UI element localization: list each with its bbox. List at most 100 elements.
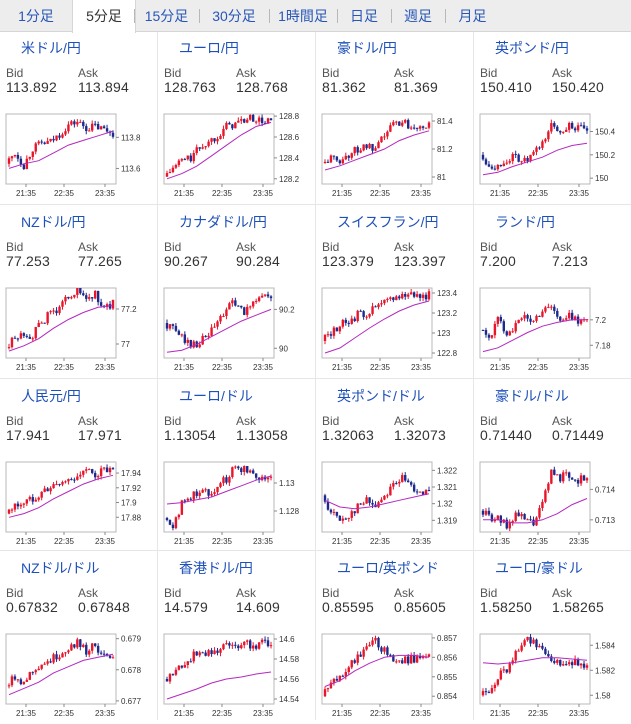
candle-body: [234, 644, 237, 646]
y-tick-label: 90.2: [279, 305, 295, 314]
x-tick-label: 23:35: [95, 709, 116, 718]
pair-link[interactable]: スイスフラン/円: [322, 212, 439, 300]
price-chart[interactable]: 14.6 14.58 14.56 14.54 21:35 22:35 23:35: [158, 624, 314, 724]
price-chart[interactable]: 81.4 81.2 81 21:35 22:35 23:35: [316, 104, 472, 204]
pair-card: ユーロ/円 Bid Ask 128.763 128.768 128.8 128.6 1…: [158, 32, 316, 204]
candle-body: [260, 117, 264, 123]
x-tick-label: 23:35: [253, 709, 274, 718]
price-chart[interactable]: 1.13 1.128 21:35 22:35 23:35: [158, 452, 314, 552]
pair-name[interactable]: 人民元/円: [21, 388, 81, 404]
pair-link[interactable]: 豪ドル/ドル: [480, 386, 569, 474]
price-chart[interactable]: 123.4 123.2 123 122.8 21:35 22:35 23:35: [316, 278, 472, 378]
pair-name[interactable]: 香港ドル/円: [179, 560, 253, 576]
tab-7[interactable]: 月足: [458, 8, 487, 24]
pair-name[interactable]: NZドル/ドル: [21, 560, 100, 576]
pair-link[interactable]: ユーロ/円: [164, 38, 239, 126]
bid-value: 1.32063: [322, 427, 375, 443]
candle-body: [341, 319, 345, 327]
ask-label: Ask: [78, 240, 99, 254]
candle-body: [79, 121, 82, 123]
candle-body: [415, 656, 419, 663]
candle-body: [562, 131, 565, 133]
candle-body: [192, 491, 195, 500]
pair-name[interactable]: 豪ドル/ドル: [495, 388, 569, 404]
candle-body: [168, 674, 172, 682]
price-chart[interactable]: 0.679 0.678 0.677 21:35 22:35 23:35: [0, 624, 156, 724]
y-tick-label: 1.584: [595, 641, 616, 650]
pair-link[interactable]: 豪ドル/円: [322, 38, 397, 126]
candle-body: [22, 333, 26, 336]
flag-icon: [322, 392, 336, 474]
tab-0[interactable]: 1分足: [18, 8, 54, 24]
candle-body: [523, 514, 526, 520]
candle-body: [111, 468, 115, 470]
pair-link[interactable]: カナダドル/円: [164, 212, 267, 300]
candle-body: [576, 125, 580, 131]
price-chart[interactable]: 90.2 90 21:35 22:35 23:35: [158, 278, 314, 378]
candle-body: [347, 322, 350, 324]
pair-link[interactable]: NZドル/ドル: [6, 558, 100, 646]
pair-name[interactable]: ランド/円: [495, 214, 555, 230]
candle-body: [269, 645, 273, 647]
pair-link[interactable]: 人民元/円: [6, 386, 81, 474]
pair-link[interactable]: 英ポンド/円: [480, 38, 569, 126]
tab-4[interactable]: 1時間足: [278, 8, 328, 24]
pair-name[interactable]: 英ポンド/ドル: [337, 388, 425, 404]
pair-link[interactable]: ランド/円: [480, 212, 555, 300]
candle-body: [28, 336, 31, 339]
candle-body: [550, 123, 553, 132]
pair-name[interactable]: ユーロ/豪ドル: [495, 560, 583, 576]
price-chart[interactable]: 128.8 128.6 128.4 128.2 21:35 22:35 23:35: [158, 104, 314, 204]
candle-body: [198, 344, 201, 348]
pair-card: NZドル/ドル Bid Ask 0.67832 0.67848 0.679 0.67…: [0, 552, 158, 724]
pair-name[interactable]: 英ポンド/円: [495, 40, 569, 56]
pair-name[interactable]: 豪ドル/円: [337, 40, 397, 56]
candle-body: [520, 161, 523, 163]
tab-5[interactable]: 日足: [350, 8, 378, 24]
pair-name[interactable]: ユーロ/英ポンド: [337, 560, 439, 576]
candle-body: [234, 300, 237, 306]
candle-body: [52, 654, 55, 663]
x-tick-label: 22:35: [370, 537, 391, 546]
candle-body: [216, 486, 219, 493]
candle-body: [210, 327, 213, 336]
price-chart[interactable]: 7.2 7.18 21:35 22:35 23:35: [474, 278, 630, 378]
tab-3[interactable]: 30分足: [212, 8, 256, 24]
pair-name[interactable]: NZドル/円: [21, 214, 86, 230]
pair-link[interactable]: ユーロ/ドル: [164, 386, 253, 474]
price-chart[interactable]: 1.584 1.582 1.58 21:35 22:35 23:35: [474, 624, 630, 724]
price-chart[interactable]: 77.2 77 21:35 22:35 23:35: [0, 278, 156, 378]
pair-name[interactable]: ユーロ/円: [179, 40, 239, 56]
candle-body: [404, 120, 407, 123]
pair-link[interactable]: NZドル/円: [6, 212, 86, 300]
y-tick-label: 1.582: [595, 666, 616, 675]
tab-1[interactable]: 5分足: [72, 0, 136, 33]
candle-body: [347, 155, 350, 158]
candle-body: [165, 173, 169, 177]
pair-name[interactable]: 米ドル/円: [21, 40, 81, 56]
candle-body: [174, 165, 178, 168]
candle-body: [371, 502, 374, 505]
candle-body: [165, 323, 169, 329]
price-chart[interactable]: 150.4 150.2 150 21:35 22:35 23:35: [474, 104, 630, 204]
candle-body: [544, 490, 547, 502]
tab-2[interactable]: 15分足: [144, 8, 189, 24]
pair-name[interactable]: スイスフラン/円: [337, 214, 439, 230]
pair-link[interactable]: 英ポンド/ドル: [322, 386, 425, 474]
pair-link[interactable]: 香港ドル/円: [164, 558, 253, 646]
tab-6[interactable]: 週足: [404, 8, 432, 24]
candle-body: [401, 294, 404, 299]
candle-body: [254, 121, 258, 123]
pair-link[interactable]: 米ドル/円: [6, 38, 81, 126]
pair-name[interactable]: カナダドル/円: [179, 214, 267, 230]
row-divider: [0, 550, 631, 551]
price-chart[interactable]: 113.8 113.6 21:35 22:35 23:35: [0, 104, 156, 204]
pair-name[interactable]: ユーロ/ドル: [179, 388, 253, 404]
price-chart[interactable]: 17.94 17.92 17.9 17.88 21:35 22:35 23:35: [0, 452, 156, 552]
pair-link[interactable]: ユーロ/英ポンド: [322, 558, 439, 646]
candle-body: [49, 661, 52, 663]
price-chart[interactable]: 1.322 1.321 1.32 1.319 21:35 22:35 23:35: [316, 452, 472, 552]
price-chart[interactable]: 0.857 0.856 0.855 0.854 21:35 22:35 23:35: [316, 624, 472, 724]
pair-link[interactable]: ユーロ/豪ドル: [480, 558, 583, 646]
price-chart[interactable]: 0.714 0.713 21:35 22:35 23:35: [474, 452, 630, 552]
